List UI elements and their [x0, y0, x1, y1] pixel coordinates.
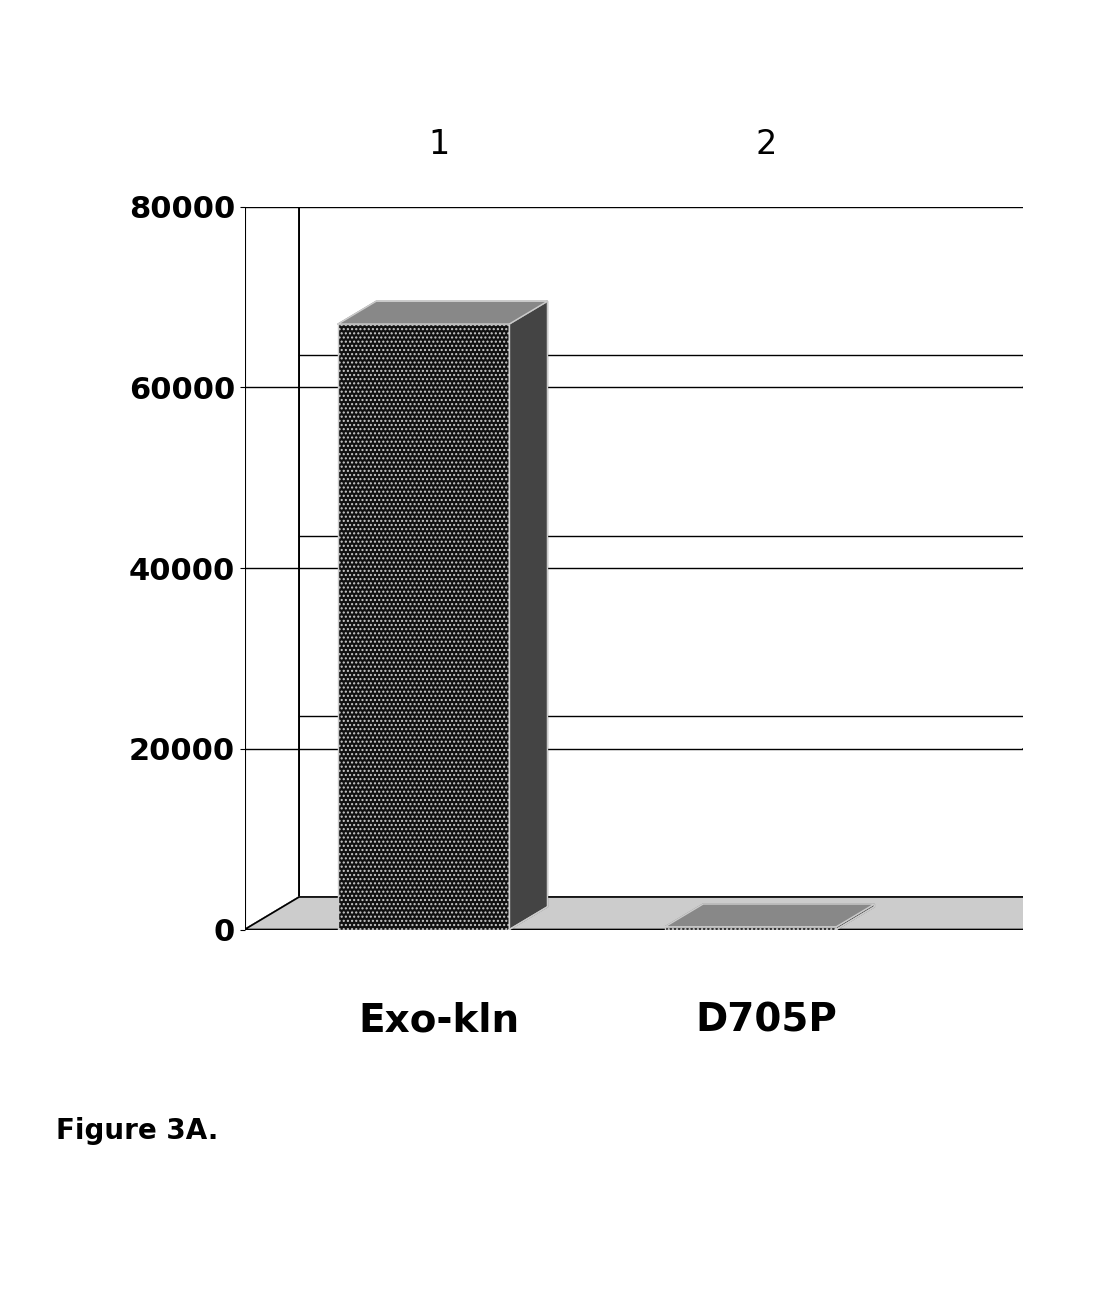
- Text: D705P: D705P: [695, 1002, 837, 1039]
- Polygon shape: [665, 904, 874, 927]
- Bar: [338, 324, 509, 930]
- Polygon shape: [245, 897, 1078, 930]
- Text: 2: 2: [755, 128, 776, 161]
- Text: 1: 1: [428, 128, 449, 161]
- Text: Figure 3A.: Figure 3A.: [56, 1117, 218, 1145]
- Polygon shape: [509, 301, 547, 930]
- Polygon shape: [299, 174, 1078, 897]
- Polygon shape: [245, 174, 299, 930]
- Text: Exo-kln: Exo-kln: [358, 1002, 519, 1039]
- Polygon shape: [338, 301, 547, 324]
- Polygon shape: [836, 904, 874, 930]
- Bar: [665, 927, 836, 930]
